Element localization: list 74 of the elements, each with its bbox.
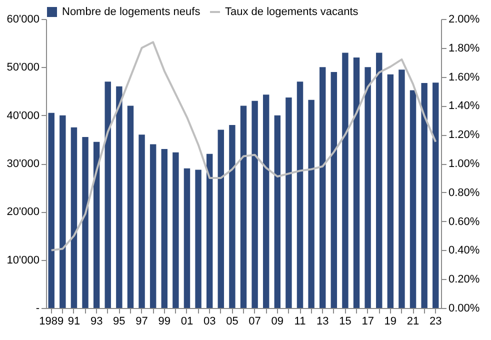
y2-tick-label: 1.20% [448,129,480,142]
y2-tick-label: 1.40% [448,100,480,112]
bar [116,86,122,308]
x-tick-label: 97 [136,316,148,328]
x-tick-label: 95 [113,316,126,328]
bar [308,100,314,308]
bar [286,98,292,308]
x-tick-label: 93 [90,316,103,328]
bar [274,115,281,308]
y-tick-label: 20'000 [6,206,40,218]
y2-tick-label: 0.60% [448,216,480,228]
bar [82,137,88,308]
bar [421,83,428,308]
y2-tick-label: 1.80% [448,42,480,54]
y-tick-label: - [36,302,40,314]
y-tick-label: 30'000 [6,158,40,170]
bar [229,124,236,308]
x-tick-label: 01 [180,316,194,328]
legend-label: Nombre de logements neufs [62,6,201,18]
bar [138,134,145,308]
x-tick-label: 09 [271,316,284,328]
x-tick-label: 99 [158,316,171,328]
bar [296,82,304,308]
bar [104,82,111,308]
bar [262,94,270,308]
y2-tick-label: 2.00% [448,14,480,26]
x-tick-label: 15 [339,316,352,328]
y-tick-label: 10'000 [6,254,40,266]
bar [70,127,78,308]
bar [48,112,54,308]
bar [353,58,360,308]
bar [161,149,168,308]
y2-tick-label: 0.80% [448,186,480,199]
bar [150,144,156,308]
bar [342,52,348,308]
x-tick-label: 13 [316,316,329,328]
x-tick-label: 03 [203,316,216,328]
y-tick-label: 40'000 [6,110,40,122]
bar [195,170,202,308]
y-tick-label: 60'000 [6,14,40,26]
bar [410,90,416,308]
y-tick-label: 50'000 [6,62,40,74]
x-tick-label: 19 [384,316,397,328]
y2-tick-label: 0.40% [448,244,480,257]
bar [93,142,100,308]
x-tick-label: 17 [362,316,374,328]
line-series [50,41,437,252]
bar [320,67,326,308]
x-tick-label: 11 [294,316,306,328]
x-tick-label: 1989 [39,316,64,328]
y2-tick-label: 1.00% [448,158,480,170]
y2-tick-label: 0.00% [448,302,480,314]
bar [364,67,371,308]
bar [172,152,179,308]
bar [330,72,338,308]
x-tick-label: 23 [430,316,442,328]
bar [240,106,247,308]
bar [206,154,213,308]
y2-tick-label: 0.20% [448,274,480,286]
x-tick-label: 07 [248,316,261,328]
bar [432,82,439,308]
bar [252,100,258,308]
y2-tick-label: 1.60% [448,71,480,84]
bar [398,70,405,308]
bar [218,130,224,308]
legend-label: Taux de logements vacants [225,6,359,18]
bar [387,74,394,308]
bar [60,115,66,308]
bar [127,106,134,308]
bar [376,52,382,308]
x-tick-label: 91 [68,316,80,328]
x-tick-label: 05 [226,316,238,328]
x-tick-label: 21 [406,316,420,328]
bar [184,168,190,308]
